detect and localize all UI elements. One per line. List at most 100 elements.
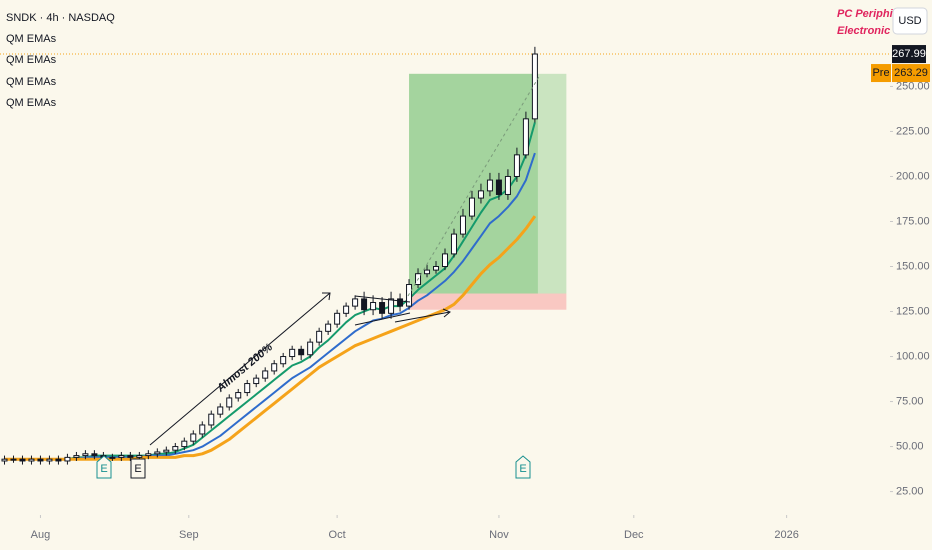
y-tick-label: 50.00: [896, 440, 924, 452]
y-tick-label: 250.00: [896, 80, 930, 92]
candle-body: [406, 284, 413, 307]
ema-line: [4, 215, 537, 461]
candle-body: [181, 440, 188, 448]
earnings-icon[interactable]: [130, 458, 146, 479]
candle-body: [199, 424, 206, 435]
position-target-zone-filled: [409, 73, 538, 294]
candle-body: [486, 179, 493, 192]
candle-body: [307, 341, 314, 356]
ema-line: [4, 152, 536, 461]
x-tick-label: 2026: [774, 529, 798, 541]
candle-body: [244, 383, 251, 394]
y-tick-label: 225.00: [896, 125, 930, 137]
candle-body: [477, 190, 484, 199]
y-tick-label: 125.00: [896, 305, 930, 317]
x-tick-label: Dec: [624, 529, 644, 541]
candle-body: [235, 392, 242, 399]
candle-body: [154, 451, 161, 455]
candle-body: [450, 233, 457, 255]
candle-body: [343, 305, 350, 314]
candle-body: [1, 458, 8, 462]
premarket-box: [892, 64, 930, 83]
x-tick-label: Sep: [179, 529, 199, 541]
candle-body: [64, 456, 71, 462]
candle-body: [513, 154, 520, 177]
candle-body: [127, 455, 134, 458]
candle-body: [145, 453, 152, 457]
y-tick-label: 200.00: [896, 170, 930, 182]
currency-button[interactable]: [892, 7, 928, 35]
premarket-tag: [871, 64, 891, 83]
y-tick-label: 175.00: [896, 215, 930, 227]
earnings-label: E: [519, 463, 526, 475]
x-tick-label: Oct: [329, 529, 346, 541]
legend-entry[interactable]: QM EMAs: [6, 76, 57, 88]
candle-body: [495, 179, 502, 195]
candle-body: [433, 266, 440, 271]
candle-body: [10, 458, 17, 461]
candle-body: [136, 455, 143, 458]
triangle-line: [354, 312, 411, 326]
earnings-icon[interactable]: [96, 455, 112, 479]
candle-body: [459, 215, 466, 235]
candle-body: [397, 298, 404, 307]
currency-label: USD: [898, 15, 921, 27]
arrow-line: [394, 311, 451, 323]
candle-body: [388, 298, 395, 314]
candle-body: [522, 118, 529, 156]
candle-body: [28, 458, 35, 462]
candle-body: [325, 323, 332, 332]
sector-label: PC Periphir: [837, 8, 898, 20]
candle-body: [316, 330, 323, 343]
candle-body: [253, 377, 260, 385]
y-tick-label: 75.00: [896, 395, 924, 407]
candle-body: [361, 298, 368, 311]
sector-label: Electronic T: [837, 25, 901, 37]
candle-body: [109, 456, 116, 459]
legend-entry[interactable]: QM EMAs: [6, 97, 57, 109]
candle-body: [19, 458, 26, 462]
last-price-label: 267.99: [892, 48, 926, 60]
earnings-markers: E E E: [96, 455, 531, 479]
candle-body: [424, 269, 431, 275]
candle-body: [289, 348, 296, 358]
candle-body: [163, 449, 170, 453]
legend: SNDK · 4h · NASDAQ QM EMAs QM EMAs QM EM…: [6, 12, 115, 109]
candle-body: [298, 348, 305, 356]
arrow-head: [322, 292, 331, 301]
position-diagonal: [407, 74, 541, 297]
candle-body: [334, 312, 341, 325]
price-axis: 25.00 50.00 75.00 100.00 125.00 150.00 175.00 2…: [31, 45, 930, 541]
candle-body: [262, 370, 269, 379]
symbol-title: SNDK · 4h · NASDAQ: [6, 12, 115, 24]
candle-body: [37, 458, 44, 462]
y-tick-label: 100.00: [896, 350, 930, 362]
candle-body: [271, 363, 278, 372]
x-tick-label: Aug: [31, 529, 51, 541]
y-tick-label: 25.00: [896, 485, 924, 497]
candle-body: [280, 356, 287, 365]
legend-entry[interactable]: QM EMAs: [6, 54, 57, 66]
candle-body: [46, 458, 53, 462]
legend-entry[interactable]: QM EMAs: [6, 33, 57, 45]
candle-body: [370, 302, 377, 311]
candle-body: [55, 458, 62, 462]
plot: [0, 46, 890, 465]
candle-body: [379, 302, 386, 314]
candle-body: [468, 197, 475, 217]
premarket-tag-label: Pre: [872, 67, 889, 79]
candle-body: [217, 406, 224, 415]
triangle-line: [354, 295, 411, 303]
x-tick-label: Nov: [489, 529, 509, 541]
candle-body: [91, 453, 98, 457]
arrow-head: [442, 308, 451, 318]
earnings-label: E: [100, 463, 107, 475]
candle-body: [352, 298, 359, 307]
earnings-icon[interactable]: [515, 455, 531, 479]
candle-body: [190, 433, 197, 442]
earnings-label: E: [134, 463, 141, 475]
candle-body: [118, 455, 125, 458]
candle-body: [442, 253, 448, 268]
position-stop-zone: [409, 293, 567, 310]
